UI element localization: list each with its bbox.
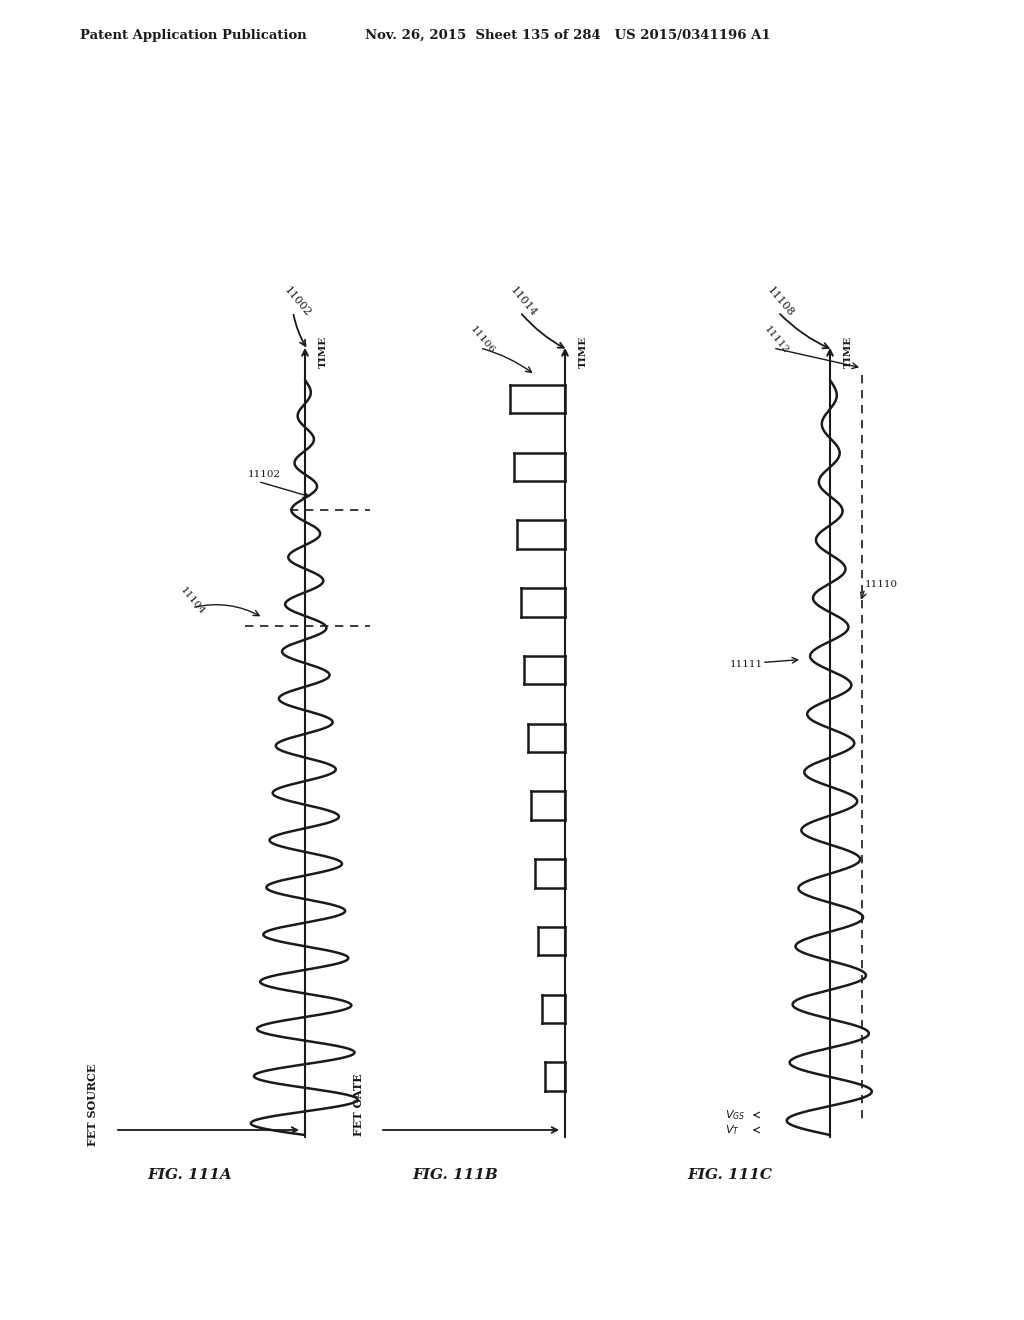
Text: $V_T$: $V_T$	[725, 1123, 740, 1137]
Text: TIME: TIME	[844, 335, 853, 368]
Text: TIME: TIME	[319, 335, 328, 368]
Text: FIG. 111C: FIG. 111C	[687, 1168, 772, 1181]
Text: TIME: TIME	[579, 335, 588, 368]
Text: 11104: 11104	[178, 585, 206, 616]
Text: 11111: 11111	[730, 660, 763, 669]
Text: FET GATE: FET GATE	[352, 1073, 364, 1137]
Text: 11014: 11014	[508, 285, 539, 319]
Text: 11112: 11112	[762, 325, 791, 355]
Text: FET SOURCE: FET SOURCE	[86, 1064, 97, 1146]
Text: Patent Application Publication: Patent Application Publication	[80, 29, 307, 41]
Text: Nov. 26, 2015  Sheet 135 of 284   US 2015/0341196 A1: Nov. 26, 2015 Sheet 135 of 284 US 2015/0…	[365, 29, 771, 41]
Text: FIG. 111B: FIG. 111B	[412, 1168, 498, 1181]
Text: $V_{GS}$: $V_{GS}$	[725, 1107, 745, 1122]
Text: 11102: 11102	[248, 470, 282, 479]
Text: 11106: 11106	[468, 325, 497, 355]
Text: FIG. 111A: FIG. 111A	[147, 1168, 232, 1181]
Text: 11108: 11108	[765, 285, 796, 319]
Text: 11110: 11110	[865, 579, 898, 589]
Text: 11002: 11002	[282, 285, 312, 319]
